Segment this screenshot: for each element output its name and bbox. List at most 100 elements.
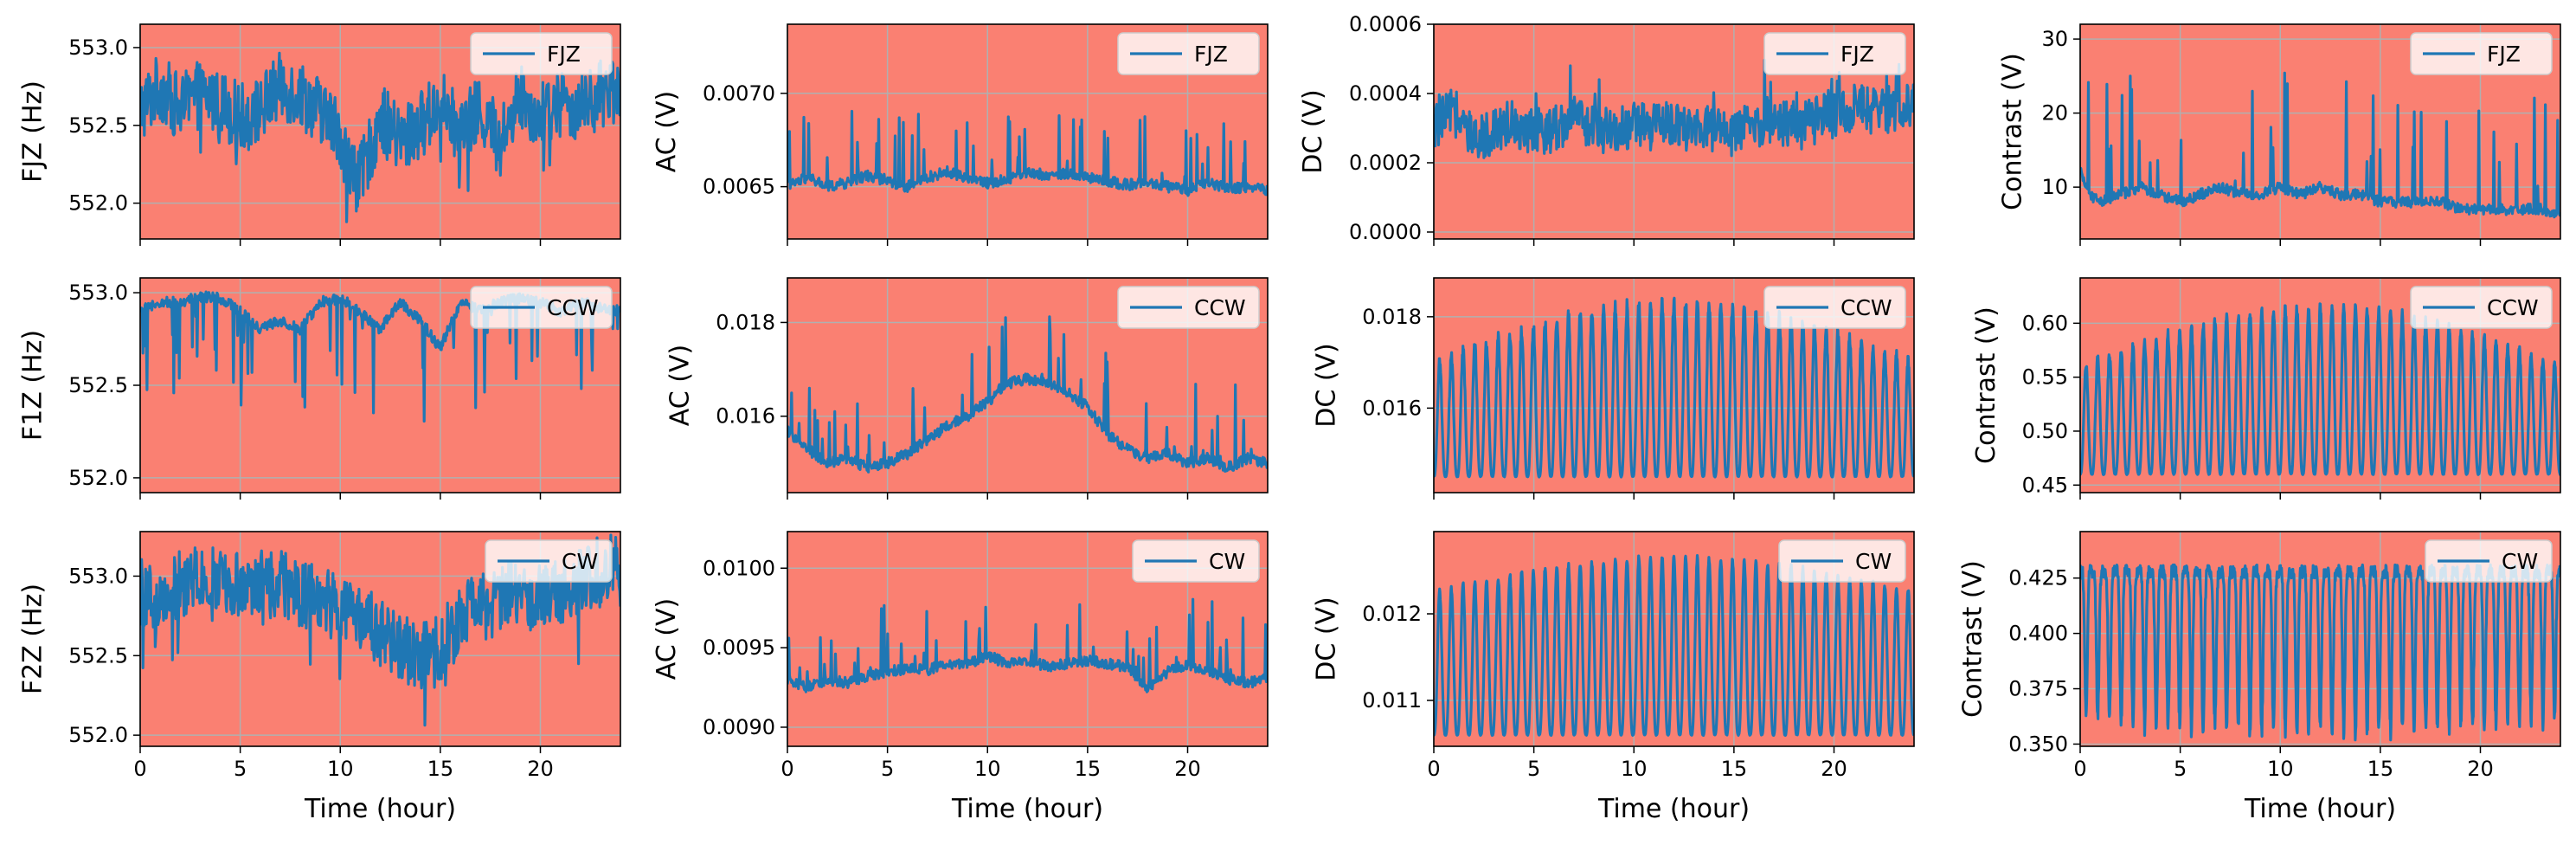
y-tick-label: 0.60 [2022,311,2068,335]
legend-label: CW [2502,549,2538,574]
subplot-r0-c2: 0.0000 0.0002 0.0004 0.0006 DC (V) FJZ [1298,12,1915,246]
series-line [787,315,1268,474]
legend-box [1117,32,1260,75]
legend: CCW [2410,286,2553,329]
legend: FJZ [2410,32,2553,75]
subplot-r1-c0: 552.0 552.5 553.0 F1Z (Hz) CCW [18,277,621,500]
axes-frame [2079,277,2561,493]
axes-frame [787,277,1269,493]
y-axis-label: Contrast (V) [1997,53,2027,210]
legend-label: CW [1209,549,1245,574]
legend: CW [2425,539,2553,583]
y-tick-label: 0.0100 [703,556,775,580]
y-tick-label: 20 [2041,101,2068,126]
legend-label: FJZ [1840,42,1874,67]
series-line [1434,554,1914,737]
y-tick-label: 552.5 [68,643,128,668]
y-tick-label: 552.5 [68,113,128,138]
series-line [2080,302,2560,476]
legend-label: FJZ [547,42,581,67]
legend-box [1763,286,1906,329]
x-tick-label: 10 [1621,757,1648,781]
subplot-r1-c3: 0.45 0.50 0.55 0.60 Contrast (V) CCW [1971,277,2561,500]
x-axis-label: Time (hour) [951,794,1103,824]
y-tick-label: 552.0 [68,466,128,490]
y-tick-label: 552.0 [68,191,128,216]
y-axis-label: Contrast (V) [1971,306,2001,464]
x-tick-label: 0 [1427,757,1440,781]
subplot-r1-c1: 0.016 0.018 AC (V) CCW [665,277,1269,500]
x-tick-label: 5 [1527,757,1540,781]
y-tick-label: 0.0002 [1349,151,1422,175]
subplot-r2-c1: 0 5 10 15 20 Time (hour) 0.0090 0.0095 0.0100 AC … [652,531,1269,824]
legend-label: CCW [2487,295,2539,320]
series-line [787,597,1268,693]
axes-frame [139,23,621,240]
x-tick-label: 0 [133,757,146,781]
x-tick-label: 20 [1821,757,1847,781]
x-tick-label: 5 [234,757,247,781]
axes-frame [787,531,1269,747]
series-line [1434,58,1914,159]
y-tick-label: 0.018 [1362,305,1422,329]
y-axis-label: AC (V) [652,91,682,172]
y-tick-label: 0.350 [2008,732,2068,756]
axes-frame [787,23,1269,240]
subplot-r2-c3: 0 5 10 15 20 Time (hour) 0.350 0.375 0.400 0.425 C… [1958,531,2561,824]
legend: CW [1132,539,1260,583]
x-tick-label: 15 [427,757,454,781]
legend-label: CW [1855,549,1892,574]
x-tick-label: 5 [2174,757,2187,781]
x-tick-label: 10 [974,757,1001,781]
y-tick-label: 0.400 [2008,622,2068,646]
legend: CCW [1763,286,1906,329]
y-tick-label: 553.0 [68,35,128,60]
x-tick-label: 10 [2267,757,2294,781]
series-line [140,51,620,223]
legend-label: FJZ [2487,42,2521,67]
legend: CCW [1117,286,1260,329]
axes-frame [139,531,621,747]
subplot-r1-c2: 0.016 0.018 DC (V) CCW [1312,277,1915,500]
axes-frame [1433,23,1915,240]
legend: CW [485,539,613,583]
subplot-r0-c3: 10 20 30 Contrast (V) FJZ [1997,23,2561,246]
legend-box [2410,286,2553,329]
x-tick-label: 0 [781,757,793,781]
x-tick-label: 0 [2073,757,2086,781]
legend-label: CCW [547,295,599,320]
y-tick-label: 0.016 [716,404,775,429]
legend: CW [1778,539,1906,583]
y-tick-label: 0.012 [1362,602,1422,626]
y-tick-label: 0.0095 [703,635,775,660]
legend: FJZ [1117,32,1260,75]
y-tick-label: 10 [2041,175,2068,199]
y-axis-label: DC (V) [1298,89,1328,174]
series-line [140,533,620,727]
axes-frame [1433,277,1915,493]
y-axis-label: F2Z (Hz) [18,584,48,694]
subplot-r0-c0: 552.0 552.5 553.0 FJZ (Hz) FJZ [18,23,621,246]
legend: CCW [470,286,613,329]
legend: FJZ [1763,32,1906,75]
x-tick-label: 15 [1075,757,1102,781]
subplot-r0-c1: 0.0065 0.0070 AC (V) FJZ [652,23,1269,246]
y-tick-label: 0.0070 [703,81,775,106]
x-tick-label: 15 [1721,757,1748,781]
y-tick-label: 0.0065 [703,175,775,199]
x-tick-label: 10 [327,757,354,781]
x-axis-label: Time (hour) [2244,794,2396,824]
axes-frame [2079,23,2561,240]
x-tick-label: 20 [527,757,554,781]
subplot-r2-c0: 0 5 10 15 20 Time (hour) 552.0 552.5 553.0 F2Z (H… [18,531,621,824]
series-line [1434,296,1914,479]
legend-label: CW [562,549,598,574]
y-tick-label: 0.0090 [703,715,775,739]
y-tick-label: 0.55 [2022,365,2068,390]
y-tick-label: 552.0 [68,723,128,747]
y-tick-label: 0.011 [1362,688,1422,713]
y-tick-label: 0.016 [1362,396,1422,420]
legend-label: FJZ [1194,42,1228,67]
y-tick-label: 0.425 [2008,566,2068,590]
